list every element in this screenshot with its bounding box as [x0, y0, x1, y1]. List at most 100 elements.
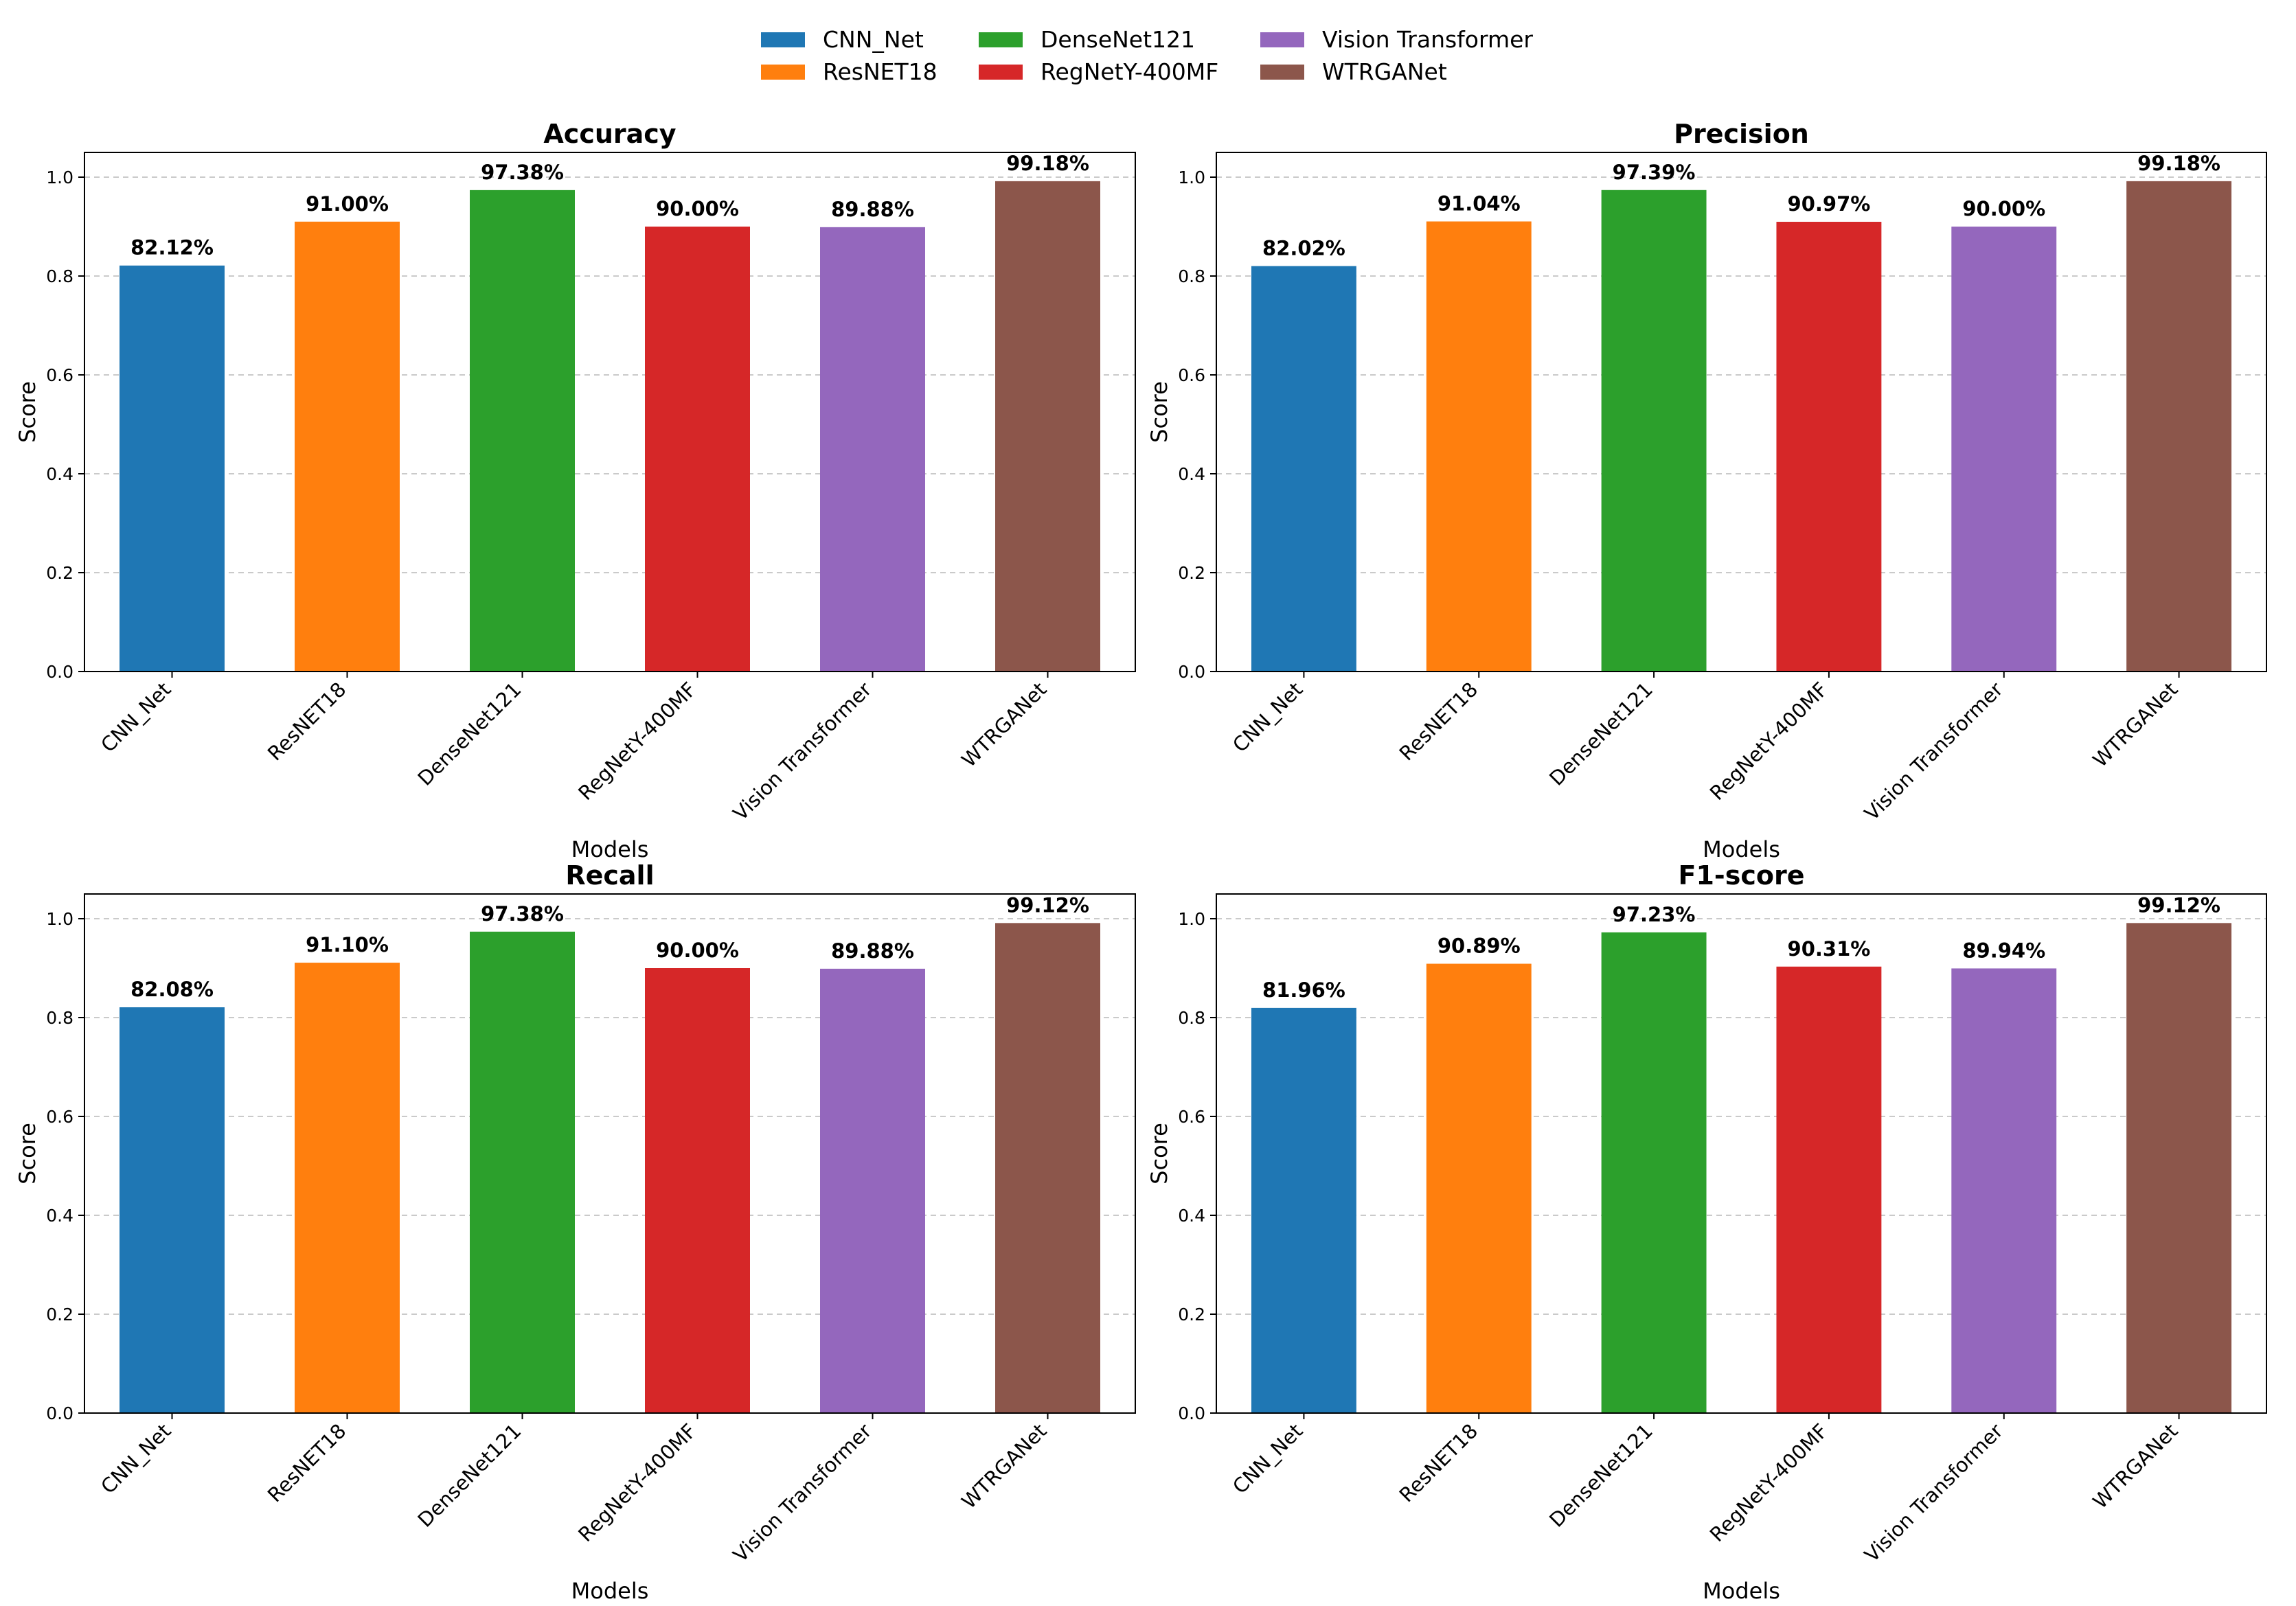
bar [820, 227, 925, 672]
bar [1951, 227, 2057, 672]
x-tick-label: WTRGANet [957, 1419, 1051, 1513]
y-axis-label: Score [1146, 1123, 1172, 1184]
data-label: 97.38% [481, 161, 564, 184]
legend-item: ResNET18 [761, 58, 937, 85]
data-label: 99.18% [2137, 152, 2220, 175]
y-tick-label: 1.0 [46, 909, 73, 929]
data-label: 91.04% [1437, 192, 1521, 216]
x-tick-label: WTRGANet [2089, 1419, 2183, 1513]
x-tick-label: WTRGANet [957, 678, 1051, 772]
x-tick-label: ResNET18 [1395, 678, 1483, 766]
bar [1951, 968, 2057, 1413]
legend: CNN_Net ResNET18 DenseNet121 RegNetY-400MF V… [761, 26, 1533, 85]
y-tick-label: 0.8 [46, 1008, 73, 1028]
bar [295, 221, 400, 672]
y-axis-label: Score [14, 381, 41, 443]
legend-item: CNN_Net [761, 26, 924, 53]
x-tick-label: RegNetY-400MF [1705, 678, 1832, 805]
data-label: 90.00% [656, 197, 739, 220]
bar [120, 1007, 225, 1413]
x-axis-label: Models [571, 1578, 649, 1604]
data-label: 97.38% [481, 902, 564, 926]
y-tick-label: 0.0 [46, 1403, 73, 1423]
legend-label: CNN_Net [823, 26, 924, 53]
y-tick-label: 0.2 [46, 563, 73, 583]
y-tick-label: 0.6 [1178, 365, 1205, 385]
subplot-grid: 0.0 0.2 0.4 0.6 0.8 1.0 82.12% CNN_Net 91.00% Res… [14, 119, 2267, 1604]
data-label: 89.88% [831, 198, 914, 221]
x-tick-label: CNN_Net [1228, 678, 1307, 757]
data-label: 82.08% [130, 978, 214, 1001]
bar [995, 923, 1100, 1413]
legend-item: DenseNet121 [979, 26, 1195, 53]
bar [1776, 222, 1882, 672]
data-label: 99.12% [1006, 893, 1089, 917]
data-label: 91.00% [306, 192, 389, 216]
bar [470, 931, 575, 1413]
bar [995, 181, 1100, 672]
x-tick-label: DenseNet121 [1545, 1419, 1657, 1532]
x-axis-label: Models [571, 836, 649, 862]
legend-label: WTRGANet [1322, 58, 1447, 85]
y-tick-label: 0.6 [46, 1107, 73, 1127]
legend-swatch [1260, 65, 1304, 80]
y-tick-label: 0.8 [1178, 266, 1205, 286]
x-tick-label: Vision Transformer [729, 678, 876, 825]
y-tick-label: 0.0 [1178, 662, 1205, 682]
bar [1601, 932, 1707, 1413]
legend-swatch [761, 32, 805, 47]
x-tick-label: CNN_Net [1228, 1419, 1307, 1498]
data-label: 90.89% [1437, 934, 1521, 958]
y-axis-label: Score [1146, 381, 1172, 443]
data-label: 82.02% [1262, 236, 1345, 260]
x-axis-label: Models [1703, 1578, 1780, 1604]
x-tick-label: Vision Transformer [729, 1419, 876, 1567]
subplot-precision: 0.0 0.2 0.4 0.6 0.8 1.0 82.02% CNN_Net 91.04% Res… [1146, 119, 2267, 862]
data-label: 90.00% [656, 939, 739, 962]
x-tick-label: DenseNet121 [413, 678, 526, 790]
bar [2126, 923, 2232, 1413]
bar [1251, 1007, 1356, 1413]
data-label: 89.88% [831, 939, 914, 963]
x-tick-label: ResNET18 [1395, 1419, 1483, 1507]
data-label: 97.23% [1613, 903, 1696, 926]
legend-item: Vision Transformer [1260, 26, 1533, 53]
y-tick-label: 0.2 [1178, 563, 1205, 583]
data-label: 89.94% [1962, 939, 2045, 962]
y-tick-label: 0.4 [46, 464, 73, 484]
axes-frame [84, 893, 1136, 1414]
bar [1426, 963, 1532, 1413]
y-tick-label: 1.0 [46, 168, 73, 187]
legend-item: WTRGANet [1260, 58, 1447, 85]
bar [820, 968, 925, 1413]
subplot-title: F1-score [1679, 860, 1805, 891]
y-tick-label: 0.6 [46, 365, 73, 385]
data-label: 90.97% [1788, 192, 1871, 216]
x-tick-label: RegNetY-400MF [573, 1419, 701, 1546]
axes-frame [1216, 152, 2267, 672]
y-tick-label: 0.2 [1178, 1305, 1205, 1324]
x-tick-label: CNN_Net [96, 1419, 175, 1498]
y-tick-label: 0.4 [1178, 464, 1205, 484]
bar [1426, 221, 1532, 672]
legend-item: RegNetY-400MF [979, 58, 1218, 85]
legend-swatch [761, 65, 805, 80]
y-tick-label: 1.0 [1178, 168, 1205, 187]
x-tick-label: CNN_Net [96, 678, 175, 757]
x-tick-label: WTRGANet [2089, 678, 2183, 772]
y-axis-label: Score [14, 1123, 41, 1184]
bar [295, 963, 400, 1413]
y-tick-label: 0.8 [1178, 1008, 1205, 1028]
y-tick-label: 0.6 [1178, 1107, 1205, 1127]
legend-swatch [979, 32, 1023, 47]
data-label: 82.12% [130, 236, 214, 260]
y-tick-label: 0.0 [46, 662, 73, 682]
bar [1776, 966, 1882, 1413]
x-tick-label: ResNET18 [263, 1419, 351, 1507]
legend-label: DenseNet121 [1041, 26, 1195, 53]
data-label: 97.39% [1613, 161, 1696, 184]
x-tick-label: DenseNet121 [413, 1419, 526, 1532]
x-tick-label: RegNetY-400MF [573, 678, 701, 805]
bar [1601, 190, 1707, 672]
bar [120, 265, 225, 672]
